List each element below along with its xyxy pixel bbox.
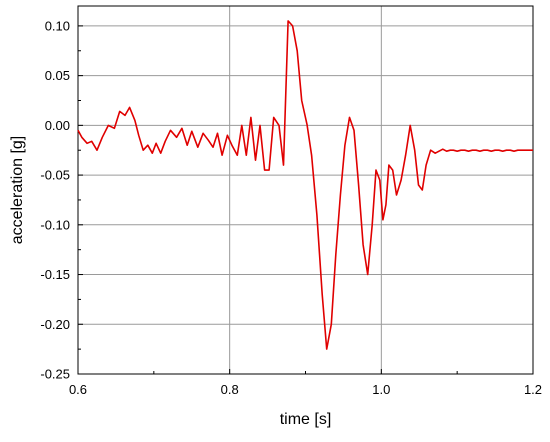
x-tick-label: 1.0	[372, 382, 390, 397]
y-axis: -0.25 -0.20 -0.15 -0.10 -0.05 0.00 0.05 0.10	[40, 18, 83, 382]
x-tick-label: 0.6	[69, 382, 87, 397]
y-tick-label: -0.20	[40, 317, 70, 332]
y-tick-label: -0.15	[40, 267, 70, 282]
x-axis: 0.6 0.8 1.0 1.2	[69, 369, 542, 397]
x-tick-label: 0.8	[221, 382, 239, 397]
y-tick-label: 0.10	[45, 18, 70, 33]
y-tick-label: 0.05	[45, 68, 70, 83]
y-tick-label: -0.05	[40, 168, 70, 183]
y-tick-label: 0.00	[45, 118, 70, 133]
x-axis-title: time [s]	[280, 411, 332, 428]
x-tick-label: 1.2	[524, 382, 542, 397]
series-line	[77, 20, 533, 350]
y-tick-label: -0.25	[40, 367, 70, 382]
grid	[78, 6, 533, 374]
plot-frame	[77, 5, 534, 375]
y-tick-label: -0.10	[40, 217, 70, 232]
y-axis-title: acceleration [g]	[9, 136, 26, 245]
